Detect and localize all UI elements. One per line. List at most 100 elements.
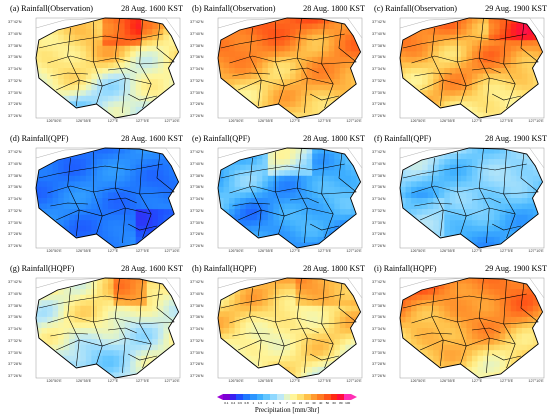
panel-title: (e) Rainfall(QPF) 28 Aug. 1800 KST	[192, 134, 365, 146]
district-border	[47, 315, 175, 325]
lat-label: 37°40'N	[190, 291, 204, 296]
colorbar-cell	[290, 394, 298, 400]
colorbar-cells	[223, 394, 351, 400]
rainfall-map	[35, 277, 181, 379]
lon-label: 127°10'E	[346, 119, 362, 123]
district-border	[38, 293, 163, 309]
lat-label: 37°28'N	[190, 102, 204, 107]
district-border	[232, 202, 270, 207]
lat-label: 37°42'N	[190, 150, 204, 154]
colorbar-cell	[317, 394, 325, 400]
district-border	[139, 19, 152, 109]
district-border	[50, 202, 88, 207]
map-panel-h: (h) Rainfall(HQPF) 28 Aug. 1800 KST 37°42'…	[190, 264, 365, 392]
precip-field	[400, 18, 543, 118]
lat-label: 37°30'N	[190, 350, 204, 355]
panel-title: (c) Rainfall(Observation) 29 Aug. 1900 KS…	[374, 4, 547, 16]
rainfall-map	[217, 147, 363, 249]
lat-label: 37°42'N	[372, 280, 386, 284]
panel-time: 29 Aug. 1900 KST	[485, 4, 547, 13]
lon-label: 127°5'E	[499, 249, 514, 253]
lon-label: 126°55'E	[257, 119, 274, 123]
lat-label: 37°42'N	[190, 280, 204, 284]
district-border	[414, 72, 452, 77]
lon-label: 127°10'E	[164, 249, 180, 253]
colorbar-cell	[270, 394, 277, 400]
lat-label: 37°40'N	[372, 161, 386, 166]
lat-label: 37°38'N	[190, 43, 204, 48]
district-border	[457, 152, 467, 235]
district-border	[402, 293, 527, 309]
lon-label: 127°E	[471, 249, 483, 253]
district-border	[232, 72, 270, 77]
lat-label: 37°32'N	[8, 208, 22, 213]
district-border	[411, 55, 539, 65]
lat-label: 37°30'N	[8, 90, 22, 95]
district-border	[492, 93, 522, 101]
lat-label: 37°40'N	[372, 291, 386, 296]
lat-label: 37°30'N	[190, 220, 204, 225]
lat-label: 37°38'N	[190, 173, 204, 178]
district-border	[414, 202, 452, 207]
lon-label: 127°10'E	[528, 249, 544, 253]
panel-time: 28 Aug. 1600 KST	[121, 264, 183, 273]
colorbar-cell	[249, 394, 257, 400]
lat-label: 37°42'N	[8, 20, 22, 24]
lon-label: 127°10'E	[346, 379, 362, 383]
lon-label: 127°10'E	[164, 119, 180, 123]
district-border	[220, 163, 345, 179]
district-border	[229, 185, 357, 195]
lat-label: 37°34'N	[372, 327, 386, 331]
colorbar-tick: 1.5	[257, 400, 263, 405]
lon-label: 126°50'E	[46, 379, 62, 383]
lat-label: 37°40'N	[8, 161, 22, 166]
lat-label: 37°30'N	[190, 90, 204, 95]
colorbar-tick: 40	[319, 400, 323, 405]
panel-time: 28 Aug. 1800 KST	[303, 4, 365, 13]
colorbar-cell	[229, 394, 237, 400]
lat-label: 37°28'N	[372, 362, 386, 367]
rainfall-map	[399, 147, 545, 249]
district-border	[411, 185, 539, 195]
map-panel-d: (d) Rainfall(QPF) 28 Aug. 1600 KST 37°42'N…	[8, 134, 183, 262]
lon-label: 126°50'E	[228, 249, 244, 253]
colorbar-tick: 7	[286, 400, 288, 405]
district-border	[471, 327, 501, 334]
lat-label: 37°26'N	[372, 244, 386, 248]
lon-label: 127°5'E	[317, 119, 332, 123]
rainfall-map	[399, 17, 545, 119]
lon-label: 127°E	[107, 249, 119, 253]
lon-label: 127°10'E	[528, 379, 544, 383]
district-border	[47, 185, 175, 195]
lon-label: 127°E	[289, 249, 301, 253]
colorbar-cell	[243, 394, 250, 400]
district-border	[492, 353, 522, 361]
district-border	[289, 327, 319, 334]
panel-title: (g) Rainfall(HQPF) 28 Aug. 1600 KST	[10, 264, 183, 276]
lat-label: 37°36'N	[372, 185, 386, 190]
lat-label: 37°30'N	[8, 220, 22, 225]
lat-label: 37°26'N	[372, 114, 386, 118]
lon-label: 127°E	[289, 119, 301, 123]
panel-label: (h) Rainfall(HQPF)	[192, 264, 257, 273]
colorbar-cell	[337, 394, 345, 400]
colorbar-cell	[303, 394, 311, 400]
colorbar-tick: 10	[292, 400, 296, 405]
panel-time: 28 Aug. 1900 KST	[485, 134, 547, 143]
district-border	[275, 152, 285, 235]
lat-label: 37°38'N	[372, 173, 386, 178]
lat-label: 37°40'N	[8, 31, 22, 36]
lon-label: 127°E	[107, 379, 119, 383]
district-border	[275, 282, 285, 365]
district-border	[107, 327, 137, 334]
district-border	[128, 93, 158, 101]
lon-label: 127°5'E	[317, 379, 332, 383]
district-border	[402, 163, 527, 179]
lat-label: 37°38'N	[8, 173, 22, 178]
colorbar-tick: 1	[252, 400, 255, 405]
panel-title: (b) Rainfall(Observation) 28 Aug. 1800 KS…	[192, 4, 365, 16]
panel-time: 28 Aug. 1800 KST	[303, 134, 365, 143]
district-border	[156, 153, 175, 193]
district-border	[520, 153, 539, 193]
district-border	[321, 19, 334, 109]
